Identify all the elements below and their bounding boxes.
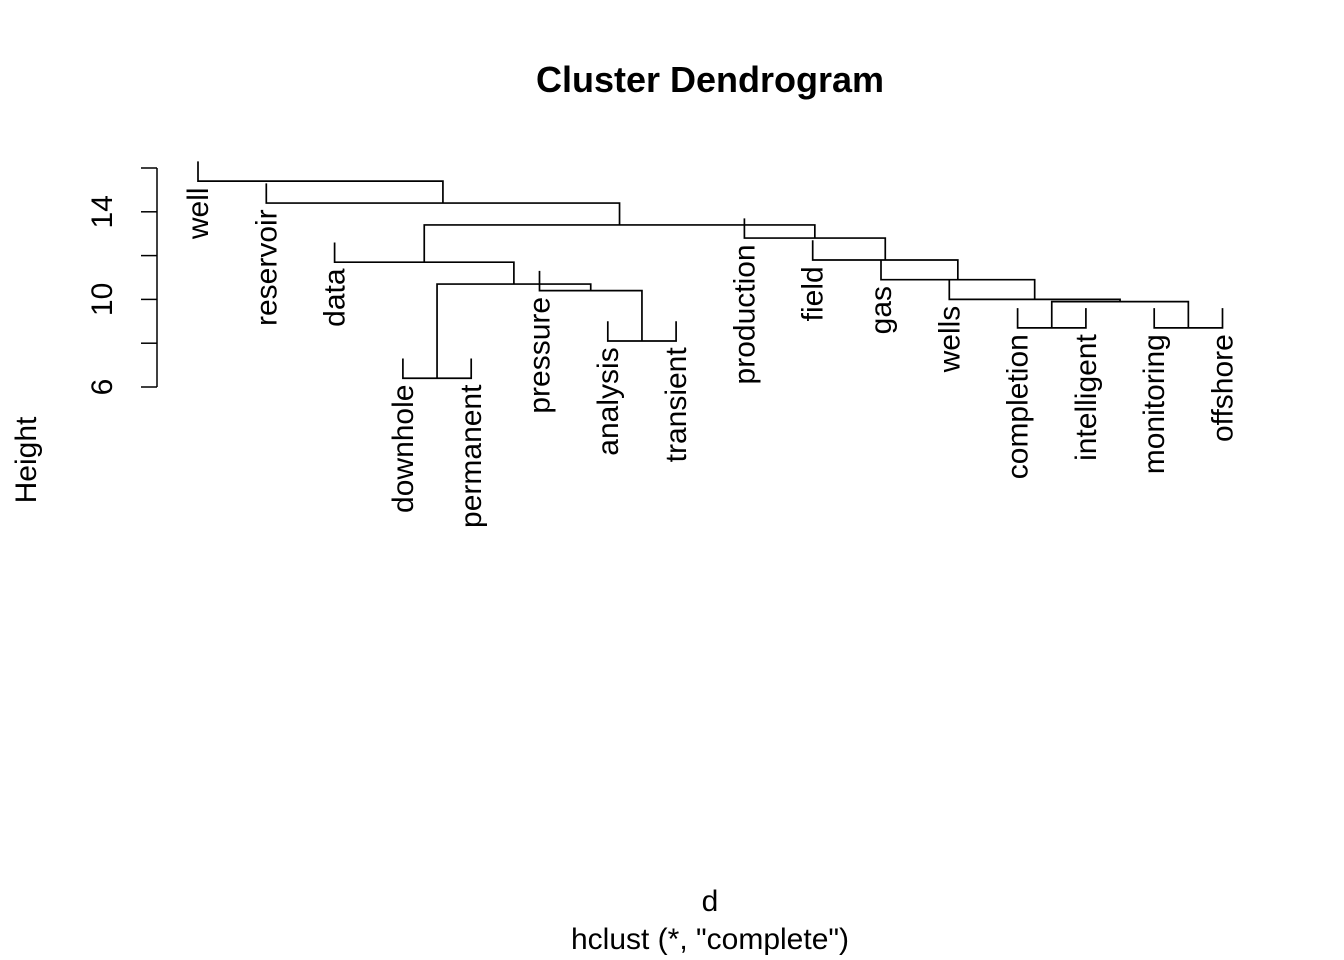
leaf-label: gas (865, 286, 898, 334)
y-tick-label: 6 (86, 379, 119, 396)
leaf-label: analysis (592, 347, 625, 455)
leaf-label: wells (933, 306, 966, 374)
leaf-label: well (182, 187, 215, 240)
y-axis-label: Height (10, 416, 43, 503)
leaf-label: reservoir (250, 209, 283, 326)
leaf-label: data (319, 268, 352, 327)
leaf-label: intelligent (1070, 334, 1103, 461)
leaf-label: field (797, 266, 830, 321)
leaf-label: transient (660, 347, 693, 463)
leaf-label: production (728, 244, 761, 384)
dendrogram-merge (197, 161, 444, 204)
y-tick-label: 14 (86, 195, 119, 228)
chart-subtitle: hclust (*, "complete") (571, 923, 849, 956)
dendrogram-tree (197, 161, 1224, 380)
leaf-label: permanent (455, 384, 488, 528)
leaf-label: pressure (524, 297, 557, 414)
leaf-label: offshore (1207, 334, 1240, 442)
chart-title: Cluster Dendrogram (536, 59, 884, 100)
dendrogram-merge (436, 283, 592, 379)
y-axis: 6 10 14 (86, 167, 158, 396)
leaf-labels: well reservoir data downhole permanent pressu… (182, 187, 1240, 528)
dendrogram-merge (1050, 300, 1190, 328)
x-axis-label: d (702, 885, 719, 918)
y-tick-label: 10 (86, 283, 119, 316)
leaf-label: completion (1002, 334, 1035, 479)
leaf-label: monitoring (1138, 334, 1171, 474)
leaf-label: downhole (387, 385, 420, 513)
